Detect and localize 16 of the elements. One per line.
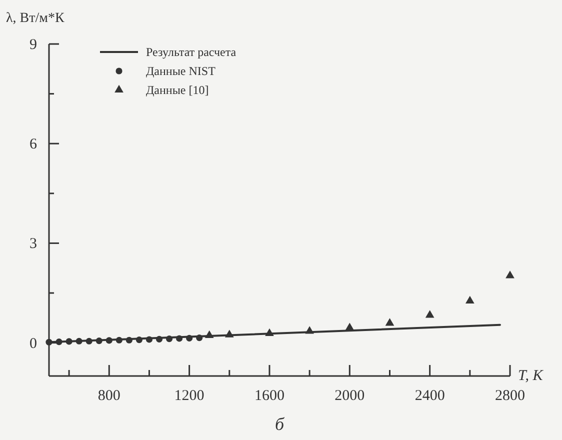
x-tick-label: 1600 bbox=[254, 388, 284, 404]
y-tick-label: 9 bbox=[30, 37, 37, 53]
y-tick-label: 6 bbox=[30, 136, 38, 153]
y-tick-label: 3 bbox=[30, 236, 37, 252]
legend-label: Данные [10] bbox=[146, 83, 209, 97]
x-tick-label: 1200 bbox=[174, 388, 204, 404]
text: б bbox=[274, 414, 285, 434]
x-tick-label: 2000 bbox=[334, 388, 365, 404]
legend-label: Результат расчета bbox=[146, 45, 237, 59]
x-axis-title: T, К bbox=[518, 368, 544, 384]
y-tick-label: 0 bbox=[30, 336, 37, 352]
x-tick-label: 2400 bbox=[414, 388, 445, 404]
y-axis-title: λ, Вт/м*К bbox=[6, 11, 65, 26]
x-tick-label: 2800 bbox=[495, 388, 525, 404]
x-tick-label: 800 bbox=[98, 388, 120, 404]
legend-label: Данные NIST bbox=[146, 64, 216, 78]
